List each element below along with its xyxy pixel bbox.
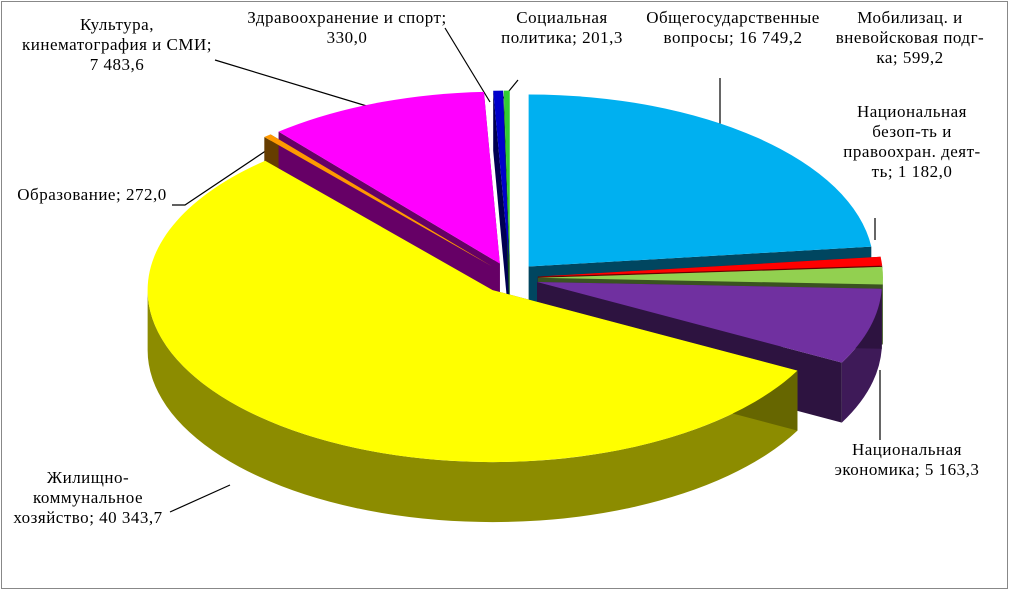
- data-label: Здравоохранение и спорт; 330,0: [247, 8, 447, 48]
- category-name: Общегосударственные вопросы: [646, 8, 820, 47]
- category-name: Образование: [17, 185, 116, 204]
- category-name: Жилищно-коммунальное хозяйство: [13, 468, 143, 527]
- label-separator: ;: [441, 8, 447, 27]
- category-name: Мобилизац. и вневойсковая подг-ка: [835, 8, 985, 67]
- label-separator: ;: [206, 35, 212, 54]
- slice: [264, 134, 492, 267]
- leader-lines: [169, 27, 881, 513]
- slice: [147, 160, 798, 463]
- data-label: Социальная политика; 201,3: [492, 8, 632, 48]
- leader-line: [169, 484, 231, 513]
- label-separator: ;: [892, 48, 899, 67]
- value-label: 7 483,6: [89, 55, 145, 74]
- data-label: Жилищно-коммунальное хозяйство; 40 343,7: [3, 468, 173, 528]
- category-name: Социальная политика: [501, 8, 608, 47]
- data-label: Национальная экономика; 5 163,3: [822, 440, 992, 480]
- label-separator: ;: [115, 185, 122, 204]
- value-label: 330,0: [326, 28, 368, 47]
- data-label: Культура, кинематография и СМИ; 7 483,6: [17, 15, 217, 75]
- slice-wall: [841, 288, 882, 423]
- value-label: 5 163,3: [924, 460, 980, 479]
- value-label: 201,3: [582, 28, 623, 47]
- slice: [528, 94, 872, 267]
- slice: [537, 282, 882, 363]
- leader-line: [214, 59, 381, 111]
- category-name: Культура, кинематография и СМИ: [22, 15, 207, 54]
- label-separator: ;: [887, 162, 894, 181]
- label-separator: ;: [914, 460, 921, 479]
- slice-tops: [147, 90, 883, 463]
- value-label: 40 343,7: [99, 508, 163, 527]
- slice: [503, 90, 510, 263]
- category-name: Национальная безоп-ть и правоохран. деят…: [843, 102, 981, 181]
- slice: [537, 266, 883, 285]
- data-label: Образование; 272,0: [7, 185, 177, 205]
- slice: [493, 90, 510, 263]
- category-name: Здравоохранение и спорт: [247, 8, 442, 27]
- data-label: Мобилизац. и вневойсковая подг-ка; 599,2: [835, 8, 985, 68]
- label-separator: ;: [728, 28, 735, 47]
- value-label: 272,0: [125, 185, 167, 204]
- slice-wall: [147, 290, 798, 523]
- slice: [537, 256, 883, 277]
- value-label: 16 749,2: [738, 28, 803, 47]
- slice-cut: [493, 90, 510, 323]
- value-label: 1 182,0: [897, 162, 953, 181]
- slice: [278, 91, 500, 264]
- leader-line: [172, 137, 286, 206]
- label-separator: ;: [572, 28, 578, 47]
- label-separator: ;: [89, 508, 95, 527]
- data-label: Общегосударственные вопросы; 16 749,2: [641, 8, 826, 48]
- data-label: Национальная безоп-ть и правоохран. деят…: [842, 102, 982, 182]
- value-label: 599,2: [902, 48, 944, 67]
- leader-line: [444, 27, 491, 103]
- category-name: Национальная экономика: [834, 440, 962, 479]
